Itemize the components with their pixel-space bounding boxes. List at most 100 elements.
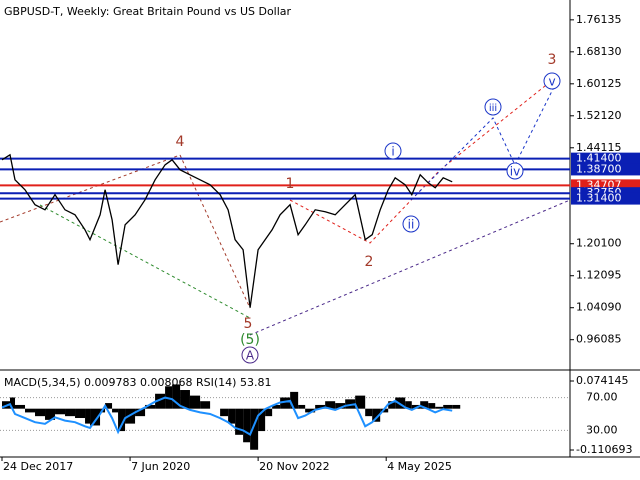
macd-bar: [235, 408, 244, 435]
macd-bar: [315, 404, 326, 409]
macd-bar: [280, 397, 291, 409]
macd-bar: [145, 404, 156, 409]
wave-label: iv: [510, 165, 520, 179]
macd-bar: [428, 403, 436, 409]
macd-bar: [172, 384, 181, 409]
macd-bar: [65, 408, 76, 417]
macd-bar: [155, 393, 166, 409]
level-label: 1.31400: [576, 192, 622, 205]
macd-bar: [272, 404, 281, 409]
y-tick-label: 1.20100: [576, 237, 622, 250]
macd-bar: [355, 395, 366, 409]
macd-bar: [258, 408, 266, 432]
rsi-line: [1, 396, 453, 436]
wave-label: A: [246, 349, 255, 363]
macd-bar: [55, 408, 66, 415]
y-tick-label: 1.04090: [576, 301, 622, 314]
macd-bar: [90, 408, 101, 426]
macd-bar: [25, 408, 36, 413]
macd-bar: [228, 408, 236, 424]
wave-label: 1: [286, 176, 295, 192]
wave-line: [289, 77, 556, 244]
wave-line: [249, 199, 571, 336]
wave-circle: [543, 72, 561, 90]
macd-bar: [365, 408, 373, 417]
macd-bar: [372, 408, 381, 422]
y-tick-label: 1.68130: [576, 45, 622, 58]
level-label-box: [571, 192, 640, 205]
macd-bar: [452, 404, 461, 409]
wave-line: [0, 154, 181, 223]
wave-label: ii: [408, 218, 415, 232]
x-tick-label: 7 Jun 2020: [131, 460, 190, 473]
wave-label: 5: [244, 316, 253, 332]
y-tick-label: -0.110693: [576, 443, 632, 456]
macd-bar: [75, 408, 86, 419]
y-tick-label: 1.52120: [576, 109, 622, 122]
wave-label: 2: [365, 254, 374, 270]
y-tick-label: 1.76135: [576, 13, 622, 26]
x-tick-label: 20 Nov 2022: [259, 460, 329, 473]
macd-bar: [335, 403, 346, 409]
y2-tick-label: 70.00: [586, 391, 618, 404]
macd-bar: [388, 401, 396, 409]
wave-line: [39, 204, 251, 319]
macd-bar: [250, 408, 259, 450]
macd-bar: [298, 404, 306, 409]
macd-bar: [45, 408, 56, 420]
level-label: 1.41400: [576, 152, 622, 165]
macd-bar: [118, 408, 126, 432]
x-tick-label: 4 May 2025: [387, 460, 452, 473]
wave-line: [410, 84, 556, 201]
macd-bar: [243, 408, 251, 443]
macd-bar: [405, 401, 412, 409]
macd-bar: [420, 401, 429, 409]
wave-label: i: [391, 145, 394, 159]
macd-bar: [15, 404, 26, 409]
indicator-title: MACD(5,34,5) 0.009783 0.008068 RSI(14) 5…: [4, 376, 271, 389]
y-tick-label: 0.96085: [576, 333, 622, 346]
y-tick-label: 0.074145: [576, 374, 629, 387]
price-line: [1, 153, 453, 308]
wave-label: 3: [548, 52, 557, 68]
wave-line: [179, 154, 251, 309]
macd-bar: [180, 390, 190, 409]
level-label-box: [571, 152, 640, 165]
y2-tick-label: 30.00: [586, 423, 618, 436]
macd-bar: [85, 408, 91, 424]
macd-bar: [290, 391, 299, 409]
macd-bar: [35, 408, 46, 417]
x-tick-label: 24 Dec 2017: [3, 460, 73, 473]
macd-bar: [10, 397, 16, 409]
macd-bar: [435, 406, 444, 409]
wave-circle: [506, 162, 524, 180]
macd-bar: [112, 408, 119, 413]
macd-bar: [189, 395, 201, 409]
wave-label: 4: [176, 134, 185, 150]
macd-bar: [135, 408, 146, 417]
macd-bar: [105, 403, 113, 409]
macd-bar: [265, 408, 273, 417]
wave-label: v: [548, 75, 555, 89]
macd-bar: [305, 408, 316, 413]
macd-bar: [443, 404, 453, 409]
macd-bar: [325, 401, 336, 409]
y-tick-label: 1.60125: [576, 77, 622, 90]
wave-label: (5): [240, 332, 260, 348]
wave-circle: [384, 142, 402, 160]
macd-bar: [220, 408, 229, 417]
chart-title: GBPUSD-T, Weekly: Great Britain Pound vs…: [4, 5, 292, 18]
level-label-box: [571, 163, 640, 176]
wave-circle: [402, 215, 420, 233]
wave-circle: [484, 98, 502, 116]
y-tick-label: 1.44115: [576, 141, 622, 154]
macd-bar: [200, 401, 211, 409]
y-tick-label: 1.12095: [576, 269, 622, 282]
wave-label: iii: [489, 103, 497, 114]
level-label: 1.38700: [576, 162, 622, 175]
wave-circle: [241, 346, 259, 364]
wave-lines: [0, 77, 571, 336]
